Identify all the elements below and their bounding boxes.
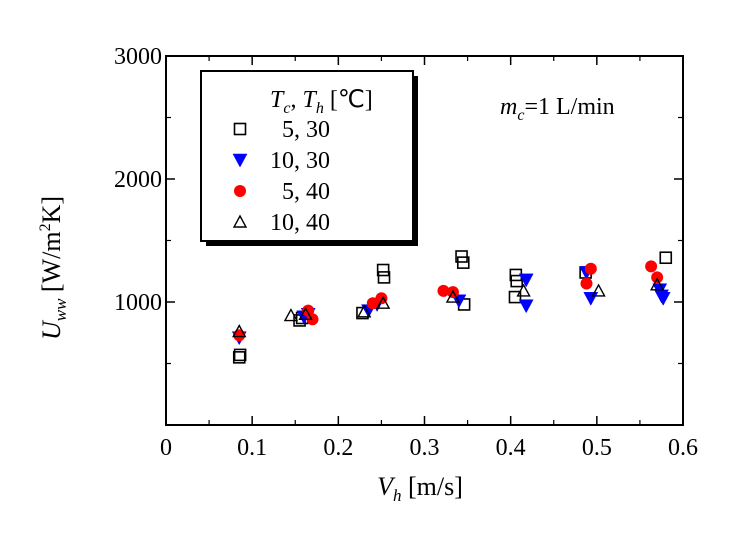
legend-label-2: 5, 40 <box>270 179 330 205</box>
point-s3-5 <box>445 289 461 303</box>
point-s1-9 <box>583 292 599 306</box>
annotation-var: m <box>500 94 517 120</box>
x-tick-label-2: 0.2 <box>323 435 353 461</box>
y-axis-label-var: U <box>37 319 66 340</box>
axes: 0 0.1 0.2 0.3 0.4 0.5 0.6 1000 2000 3000 <box>114 44 698 461</box>
x-tick-label-0: 0 <box>160 435 172 461</box>
y-axis-label-unit-post: K] <box>37 196 66 223</box>
y-axis-label: Uww [W/m2K] <box>37 196 70 340</box>
legend-title: Tc, Th [℃] <box>270 87 373 117</box>
x-axis-label-unit: [m/s] <box>402 472 463 501</box>
legend: Tc, Th [℃] 5, 30 10, 30 5, 40 10, 40 <box>200 70 418 246</box>
x-tick-label-6: 0.6 <box>668 435 698 461</box>
legend-title-sep: , <box>290 87 302 113</box>
point-s3-7 <box>591 283 606 297</box>
legend-marker-1 <box>232 153 248 168</box>
point-s0-1 <box>233 348 247 362</box>
point-s2-0 <box>233 329 246 342</box>
point-s3-3 <box>357 304 372 318</box>
legend-marker-2 <box>234 185 246 197</box>
y-axis-label-unit-sup: 2 <box>37 223 54 231</box>
legend-title-sub1: c <box>283 100 290 117</box>
legend-markers <box>232 122 248 228</box>
y-tick-label-1: 2000 <box>114 167 162 193</box>
annotation-sub: c <box>517 107 524 124</box>
point-s1-7 <box>518 299 534 314</box>
point-s2-8 <box>584 262 597 275</box>
x-tick-label-3: 0.3 <box>410 435 440 461</box>
point-s0-0 <box>232 351 246 364</box>
point-s0-6 <box>377 271 391 284</box>
legend-label-0: 5, 30 <box>270 117 330 143</box>
legend-marker-0 <box>233 122 247 136</box>
x-tick-label-5: 0.5 <box>582 435 612 461</box>
point-s0-8 <box>456 256 470 269</box>
flow-rate-annotation: mc=1 L/min <box>500 94 615 124</box>
point-s2-5 <box>437 284 450 297</box>
x-tick-label-4: 0.4 <box>496 435 526 461</box>
annotation-text: =1 L/min <box>524 94 614 120</box>
y-tick-label-0: 1000 <box>114 290 162 316</box>
point-s1-12 <box>655 292 671 306</box>
x-axis-label-var: V <box>377 472 396 501</box>
y-axis-label-unit-pre: [W/m <box>37 231 66 298</box>
data-points <box>231 250 673 364</box>
point-s3-0 <box>232 324 247 338</box>
x-tick-label-1: 0.1 <box>237 435 267 461</box>
legend-title-var1: T <box>270 87 285 113</box>
point-s1-6 <box>518 273 534 288</box>
legend-label-3: 10, 40 <box>270 210 330 236</box>
y-axis-label-sub: ww <box>51 298 70 321</box>
point-s0-10 <box>508 290 522 304</box>
legend-title-unit: [℃] <box>324 87 373 113</box>
point-s2-4 <box>375 292 388 305</box>
point-s3-4 <box>375 295 391 309</box>
point-s3-1 <box>283 308 299 322</box>
y-tick-label-2: 3000 <box>114 44 162 70</box>
legend-marker-3 <box>232 214 248 228</box>
legend-title-sub2: h <box>316 100 324 117</box>
point-s3-8 <box>649 277 665 291</box>
x-axis-label-sub: h <box>393 486 402 505</box>
legend-title-var2: T <box>302 87 317 113</box>
point-s3-2 <box>298 306 313 320</box>
point-s2-7 <box>580 277 593 290</box>
x-axis-label: Vh [m/s] <box>377 472 463 505</box>
point-s3-6 <box>516 283 531 297</box>
point-s2-9 <box>645 260 658 273</box>
point-s0-5 <box>376 263 390 277</box>
point-s0-12 <box>510 274 523 288</box>
point-s0-14 <box>659 251 673 265</box>
legend-label-1: 10, 30 <box>270 148 330 174</box>
